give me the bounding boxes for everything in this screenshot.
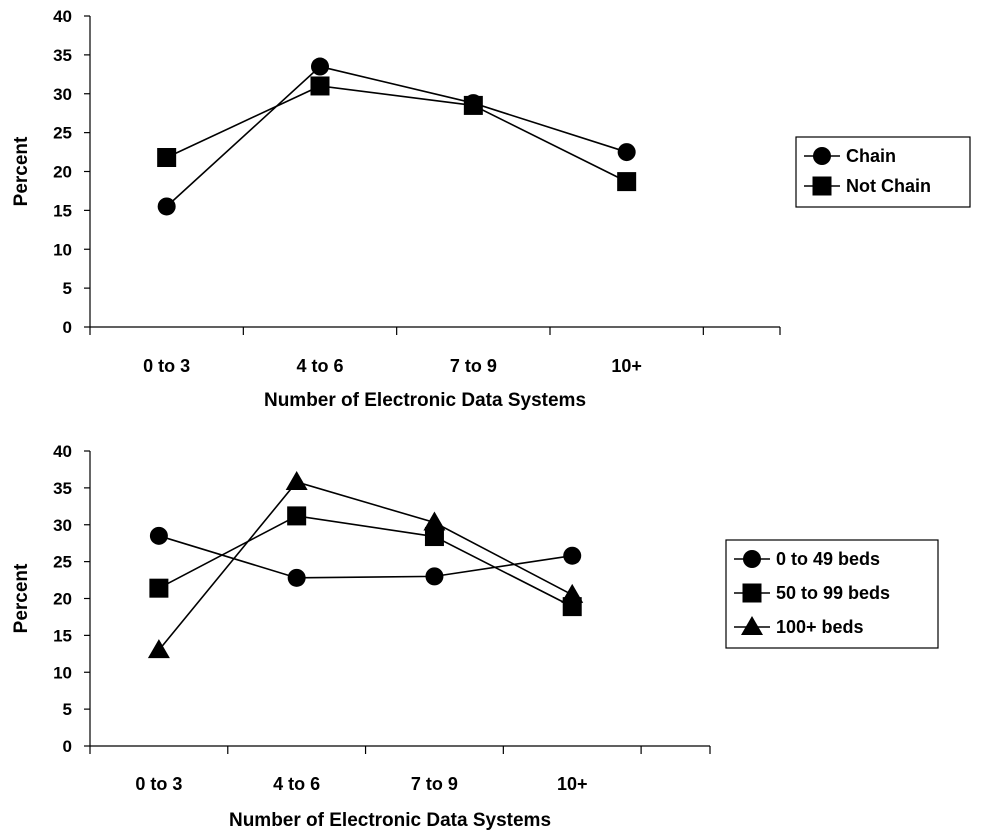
legend: Chain Not Chain [795, 136, 971, 208]
legend-label-chain: Chain [846, 146, 896, 166]
point-100-beds-10 [561, 583, 584, 603]
point-100-beds-4-to-6 [285, 470, 308, 490]
x-tick-label-10: 10+ [611, 356, 642, 376]
point-not-chain-0-to-3 [157, 148, 177, 168]
chart-chain-status: 0 5 10 15 20 25 30 35 40 0 to 3 4 to 6 7 to 9 10+ Num… [11, 7, 971, 411]
legend-marker-0-to-49-beds [743, 550, 761, 568]
series-line-not-chain [166, 85, 628, 183]
y-tick-label-25: 25 [53, 553, 72, 572]
y-tick-label-30: 30 [53, 516, 72, 535]
legend-label-100-beds: 100+ beds [776, 617, 864, 637]
x-tick-label-4-to-6: 4 to 6 [273, 774, 320, 794]
legend: 0 to 49 beds 50 to 99 beds 100+ beds [725, 539, 939, 649]
x-tick-label-0-to-3: 0 to 3 [143, 356, 190, 376]
y-tick-label-5: 5 [63, 700, 72, 719]
x-tick-label-10: 10+ [557, 774, 588, 794]
legend-label-50-to-99-beds: 50 to 99 beds [776, 583, 890, 603]
y-tick-label-15: 15 [53, 201, 72, 220]
y-tick-label-40: 40 [53, 442, 72, 461]
x-axis-title: Number of Electronic Data Systems [264, 390, 586, 411]
x-axis-title: Number of Electronic Data Systems [229, 810, 551, 831]
point-50-to-99-beds-4-to-6 [287, 506, 307, 526]
y-tick-label-35: 35 [53, 479, 72, 498]
y-tick-label-10: 10 [53, 663, 72, 682]
legend-marker-chain [813, 147, 831, 165]
y-tick-label-40: 40 [53, 7, 72, 26]
legend-marker-100-beds [741, 616, 763, 635]
y-tick-label-0: 0 [63, 318, 72, 337]
y-tick-label-5: 5 [63, 279, 72, 298]
legend-label-not-chain: Not Chain [846, 176, 931, 196]
point-0-to-49-beds-7-to-9 [425, 567, 444, 586]
point-100-beds-0-to-3 [147, 639, 170, 659]
y-tick-label-20: 20 [53, 163, 72, 182]
series-line-0-to-49-beds [158, 535, 573, 579]
y-tick-label-35: 35 [53, 46, 72, 65]
series-line-50-to-99-beds [158, 515, 573, 608]
legend-marker-50-to-99-beds [742, 583, 762, 603]
point-chain-10 [617, 143, 636, 162]
point-100-beds-7-to-9 [423, 511, 446, 531]
y-tick-label-30: 30 [53, 85, 72, 104]
legend-marker-not-chain [812, 176, 832, 196]
point-0-to-49-beds-10 [563, 546, 582, 565]
point-not-chain-4-to-6 [310, 76, 330, 96]
series-line-chain [166, 65, 627, 208]
point-not-chain-10 [617, 172, 637, 192]
point-0-to-49-beds-4-to-6 [287, 568, 306, 587]
y-axis-title: Percent [11, 136, 32, 206]
x-tick-label-4-to-6: 4 to 6 [296, 356, 343, 376]
y-tick-label-0: 0 [63, 737, 72, 756]
x-tick-label-7-to-9: 7 to 9 [450, 356, 497, 376]
x-tick-label-0-to-3: 0 to 3 [135, 774, 182, 794]
y-tick-label-15: 15 [53, 626, 72, 645]
legend-label-0-to-49-beds: 0 to 49 beds [776, 549, 880, 569]
point-0-to-49-beds-0-to-3 [149, 526, 168, 545]
y-tick-label-25: 25 [53, 124, 72, 143]
y-tick-label-10: 10 [53, 240, 72, 259]
point-50-to-99-beds-0-to-3 [149, 578, 169, 598]
point-not-chain-7-to-9 [463, 95, 483, 115]
y-axis-title: Percent [11, 563, 32, 633]
point-chain-4-to-6 [311, 57, 329, 76]
x-tick-label-7-to-9: 7 to 9 [411, 774, 458, 794]
chart-bed-size: 0 5 10 15 20 25 30 35 40 0 to 3 4 to 6 7 to 9 10+ Num… [11, 442, 939, 831]
y-tick-label-20: 20 [53, 590, 72, 609]
point-50-to-99-beds-7-to-9 [424, 527, 444, 547]
series-line-100-beds [158, 481, 573, 651]
point-chain-0-to-3 [157, 197, 176, 216]
